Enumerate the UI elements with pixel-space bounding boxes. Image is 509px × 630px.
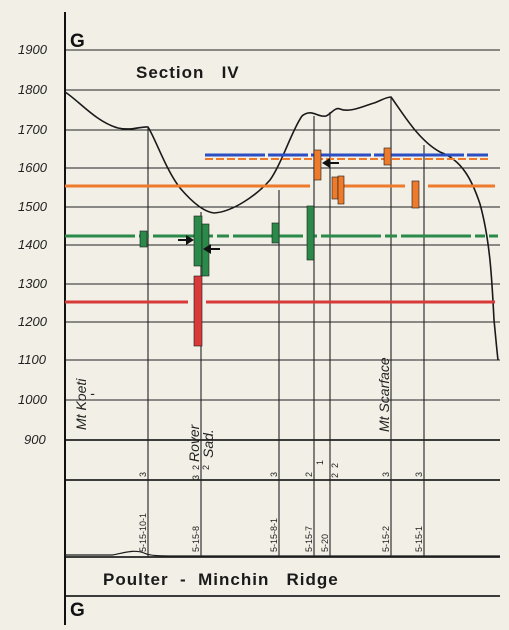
ytick-1300: 1300 [18,276,48,291]
sample-id-5-15-10-1: 5-15-10-1 [138,513,148,552]
ytick-1900: 1900 [18,42,48,57]
elevation-gridlines [65,49,500,597]
ytick-1800: 1800 [18,82,48,97]
label-koeti-dash: - [90,385,95,401]
num-5-15-8: 3 2 [191,465,201,480]
bar-orange-5-15-1 [411,180,420,209]
sample-id-5-15-8: 5-15-8 [191,526,201,552]
label-mt-koeti: Mt Koeti [73,378,89,430]
top-g-label: G [70,31,85,52]
y-axis-labels: 1900 1800 1700 1600 1500 1400 1300 1200 … [18,42,48,447]
sample-id-5-15-2: 5-15-2 [381,526,391,552]
horizon-lines [65,153,498,304]
num-5-20-b: 2 2 [330,463,340,478]
num-5-15-10-1: 3 [138,472,148,477]
num-5-15-8-b: 2 [201,465,211,470]
num-5-15-2: 3 [381,472,391,477]
ytick-1100: 1100 [18,352,47,367]
num-5-20: 1 [315,460,325,465]
right-arrow-icon [178,235,194,245]
arrows [178,158,339,254]
ytick-1000: 1000 [18,392,48,407]
left-arrow-icon [203,244,220,254]
label-sad: Sad. [200,429,216,458]
ytick-1200: 1200 [18,314,48,329]
ytick-1500: 1500 [18,199,48,214]
num-5-15-7: 2 [304,472,314,477]
bar-orange-5-20-b [337,175,345,205]
bar-orange-5-20-a [331,176,339,200]
section-title: Section IV [136,63,240,82]
bar-green-5-15-10-1 [139,230,148,248]
sample-lines [147,97,425,557]
sample-id-5-20: 5-20 [320,534,330,552]
bar-green-5-15-7 [306,205,315,261]
sample-numbers: 3 3 2 2 3 2 1 2 2 3 3 [138,460,424,480]
sample-id-5-15-7: 5-15-7 [304,526,314,552]
bar-orange-5-15-2 [383,147,392,166]
label-rover: Rover [186,423,202,462]
bar-orange-5-15-7 [313,149,322,181]
ridge-bump [65,550,500,557]
bottom-g-label: G [70,600,85,621]
sample-id-5-15-8-1: 5-15-8-1 [269,518,279,552]
ytick-900: 900 [24,432,46,447]
ytick-1700: 1700 [18,122,48,137]
bar-red-5-15-8 [193,275,203,347]
num-5-15-8-1: 3 [269,472,279,477]
bar-green-5-15-8-a [193,215,203,267]
ytick-1600: 1600 [18,160,48,175]
sample-ids: 5-15-10-1 5-15-8 5-15-8-1 5-15-7 5-20 5-… [138,513,424,552]
terrain-profile [64,91,499,361]
sample-id-5-15-1: 5-15-1 [414,526,424,552]
bar-green-5-15-8-1 [271,222,280,244]
num-5-15-1: 3 [414,472,424,477]
label-mt-scarface: Mt Scarface [376,357,392,432]
ytick-1400: 1400 [18,237,48,252]
left-arrow-icon-2 [322,158,339,168]
ridge-title: Poulter - Minchin Ridge [103,570,339,589]
